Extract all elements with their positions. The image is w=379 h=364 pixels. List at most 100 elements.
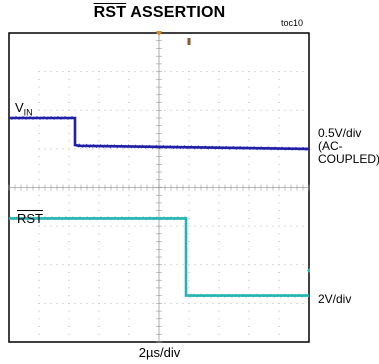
grid-dot — [188, 248, 190, 250]
grid-dot — [110, 302, 112, 304]
grid-dot — [98, 264, 100, 266]
grid-dot — [236, 71, 238, 73]
grid-dot — [188, 287, 190, 289]
grid-dot — [38, 179, 40, 181]
grid-dot — [164, 302, 166, 304]
grid-dot — [254, 302, 256, 304]
grid-dot — [224, 71, 226, 73]
grid-dot — [284, 71, 286, 73]
grid-dot — [278, 163, 280, 165]
grid-dot — [140, 71, 142, 73]
grid-dot — [74, 302, 76, 304]
grid-dot — [38, 333, 40, 335]
grid-dot — [98, 71, 100, 73]
grid-dot — [182, 302, 184, 304]
grid-dot — [278, 71, 280, 73]
grid-dot — [116, 109, 118, 111]
grid-dot — [98, 248, 100, 250]
grid-dot — [218, 256, 220, 258]
grid-dot — [134, 187, 136, 188]
grid-dot — [62, 225, 64, 227]
grid-dot — [248, 271, 250, 273]
grid-dot — [68, 279, 70, 281]
grid-dot — [266, 71, 268, 73]
grid-dot — [248, 156, 250, 158]
grid-dot — [248, 94, 250, 96]
grid-dot — [134, 264, 136, 266]
grid-dot — [128, 163, 130, 165]
grid-dot — [86, 302, 88, 304]
grid-dot — [152, 264, 154, 266]
grid-dot — [248, 171, 250, 173]
grid-dot — [182, 225, 184, 227]
grid-dot — [266, 109, 268, 111]
grid-dot — [158, 233, 160, 235]
grid-dot — [68, 271, 70, 273]
grid-dot — [248, 202, 250, 204]
grid-dot — [86, 264, 88, 266]
grid-dot — [68, 225, 70, 227]
grid-dot — [218, 241, 220, 243]
grid-dot — [146, 71, 148, 73]
grid-dot — [116, 225, 118, 227]
grid-dot — [158, 132, 160, 134]
grid-dot — [158, 210, 160, 212]
figure-tag: toc10 — [281, 18, 304, 28]
grid-dot — [278, 256, 280, 258]
grid-dot — [56, 264, 58, 266]
grid-dot — [158, 163, 160, 165]
grid-dot — [266, 302, 268, 304]
grid-dot — [218, 310, 220, 312]
grid-dot — [128, 279, 130, 281]
grid-dot — [38, 109, 40, 111]
grid-dot — [200, 264, 202, 266]
grid-dot — [146, 148, 148, 150]
grid-dot — [128, 179, 130, 181]
grid-dot — [302, 187, 304, 188]
grid-dot — [128, 102, 130, 104]
grid-dot — [188, 271, 190, 273]
grid-dot — [98, 148, 100, 150]
grid-dot — [110, 71, 112, 73]
grid-dot — [152, 225, 154, 227]
grid-dot — [98, 287, 100, 289]
grid-dot — [158, 94, 160, 96]
grid-dot — [68, 148, 70, 150]
grid-dot — [242, 187, 244, 188]
grid-dot — [218, 264, 220, 266]
grid-dot — [170, 71, 172, 73]
grid-dot — [128, 194, 130, 196]
grid-dot — [62, 264, 64, 266]
grid-dot — [146, 264, 148, 266]
grid-dot — [158, 287, 160, 289]
grid-dot — [218, 233, 220, 235]
grid-dot — [236, 187, 238, 188]
grid-dot — [284, 302, 286, 304]
grid-dot — [110, 225, 112, 227]
grid-dot — [128, 318, 130, 320]
grid-dot — [176, 148, 178, 150]
grid-dot — [272, 187, 274, 188]
grid-dot — [218, 117, 220, 119]
grid-dot — [104, 225, 106, 227]
grid-dot — [158, 310, 160, 312]
grid-dot — [278, 287, 280, 289]
grid-dot — [98, 171, 100, 173]
grid-dot — [254, 187, 256, 188]
grid-dot — [230, 264, 232, 266]
grid-dot — [248, 233, 250, 235]
grid-dot — [188, 233, 190, 235]
grid-dot — [248, 326, 250, 328]
grid-dot — [296, 109, 298, 111]
grid-dot — [230, 225, 232, 227]
grid-dot — [278, 109, 280, 111]
grid-dot — [50, 264, 52, 266]
grid-dot — [176, 187, 178, 188]
grid-dot — [158, 279, 160, 281]
grid-dot — [98, 271, 100, 273]
grid-dot — [170, 109, 172, 111]
grid-dot — [188, 302, 190, 304]
grid-dot — [242, 225, 244, 227]
grid-dot — [56, 148, 58, 150]
grid-dot — [74, 71, 76, 73]
